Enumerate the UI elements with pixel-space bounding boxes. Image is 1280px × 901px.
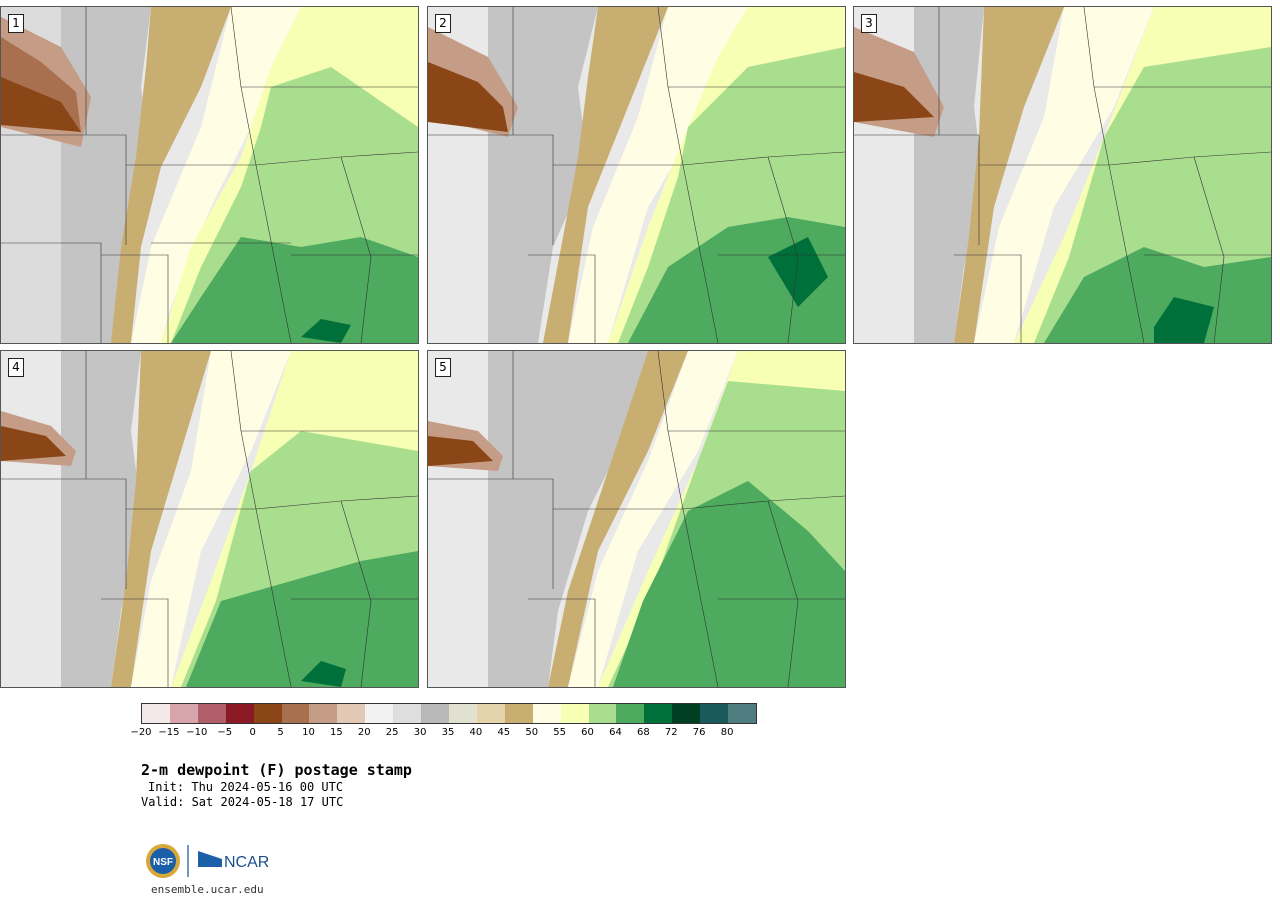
colorbar-swatch (476, 704, 505, 723)
panel-label: 4 (8, 358, 24, 377)
colorbar-tick-label: 10 (302, 727, 315, 738)
site-url: ensemble.ucar.edu (151, 883, 264, 896)
colorbar-tick-label: 72 (664, 727, 678, 738)
panel-label: 2 (435, 14, 451, 33)
colorbar-tick-label: −5 (217, 727, 233, 738)
colorbar-tick-label: 25 (385, 727, 399, 738)
colorbar-swatch (169, 704, 198, 723)
colorbar-swatch (616, 704, 645, 723)
colorbar-tick-label: 0 (249, 727, 256, 738)
colorbar-tick-label: 45 (497, 727, 511, 738)
colorbar-tick-label: 35 (441, 727, 455, 738)
colorbar-tick-label: 15 (329, 727, 343, 738)
init-time: Init: Thu 2024-05-16 00 UTC (148, 780, 344, 794)
colorbar-swatch (337, 704, 366, 723)
panel-3: 3 (853, 6, 1272, 344)
panel-5: 5 (427, 350, 846, 688)
colorbar-tick-label: −20 (130, 727, 152, 738)
colorbar-swatch (700, 704, 729, 723)
colorbar (141, 703, 757, 724)
colorbar-tick-label: −15 (158, 727, 180, 738)
colorbar-ticks: −20 −15 −10 −5 0 5 10 15 20 25 30 35 40 45 50 55 60 64 68 7… (130, 727, 755, 741)
colorbar-swatch (644, 704, 673, 723)
valid-time: Valid: Sat 2024-05-18 17 UTC (141, 795, 344, 809)
colorbar-tick-label: 60 (581, 727, 594, 738)
colorbar-swatch (728, 704, 756, 723)
panel-1: 1 (0, 6, 419, 344)
colorbar-tick-label: 20 (357, 727, 371, 738)
colorbar-swatch (588, 704, 617, 723)
colorbar-swatch (365, 704, 394, 723)
colorbar-swatch (281, 704, 310, 723)
ncar-mark-icon (198, 851, 222, 867)
panel-2: 2 (427, 6, 846, 344)
nsf-ncar-logo: NSF NCAR (146, 844, 269, 878)
dewpoint-map-4 (1, 351, 418, 687)
panel-4: 4 (0, 350, 419, 688)
colorbar-tick-label: 55 (553, 727, 566, 738)
colorbar-swatch (504, 704, 533, 723)
nsf-logo-text: NSF (153, 857, 173, 868)
colorbar-tick-label: 80 (720, 727, 734, 738)
colorbar-swatch (253, 704, 282, 723)
panel-label: 3 (861, 14, 877, 33)
colorbar-swatch (393, 704, 422, 723)
colorbar-tick-label: 76 (692, 727, 706, 738)
colorbar-swatch (672, 704, 701, 723)
dewpoint-map-5 (428, 351, 845, 687)
colorbar-swatch (448, 704, 477, 723)
colorbar-swatch (309, 704, 338, 723)
ncar-logo-text: NCAR (224, 854, 269, 871)
colorbar-swatch (225, 704, 254, 723)
colorbar-swatch (421, 704, 449, 723)
colorbar-tick-label: −10 (186, 727, 208, 738)
colorbar-swatch (532, 704, 561, 723)
colorbar-tick-label: 68 (636, 727, 650, 738)
dewpoint-map-1 (1, 7, 418, 343)
colorbar-tick-label: 64 (609, 727, 622, 738)
colorbar-swatch (197, 704, 226, 723)
colorbar-tick-label: 40 (469, 727, 483, 738)
colorbar-swatch (142, 704, 170, 723)
colorbar-tick-label: 30 (413, 727, 427, 738)
panel-label: 1 (8, 14, 24, 33)
colorbar-tick-label: 50 (525, 727, 539, 738)
plot-title: 2-m dewpoint (F) postage stamp (141, 761, 412, 779)
panel-label: 5 (435, 358, 451, 377)
colorbar-swatch (560, 704, 589, 723)
colorbar-tick-label: 5 (277, 727, 284, 738)
dewpoint-map-2 (428, 7, 845, 343)
dewpoint-map-3 (854, 7, 1271, 343)
